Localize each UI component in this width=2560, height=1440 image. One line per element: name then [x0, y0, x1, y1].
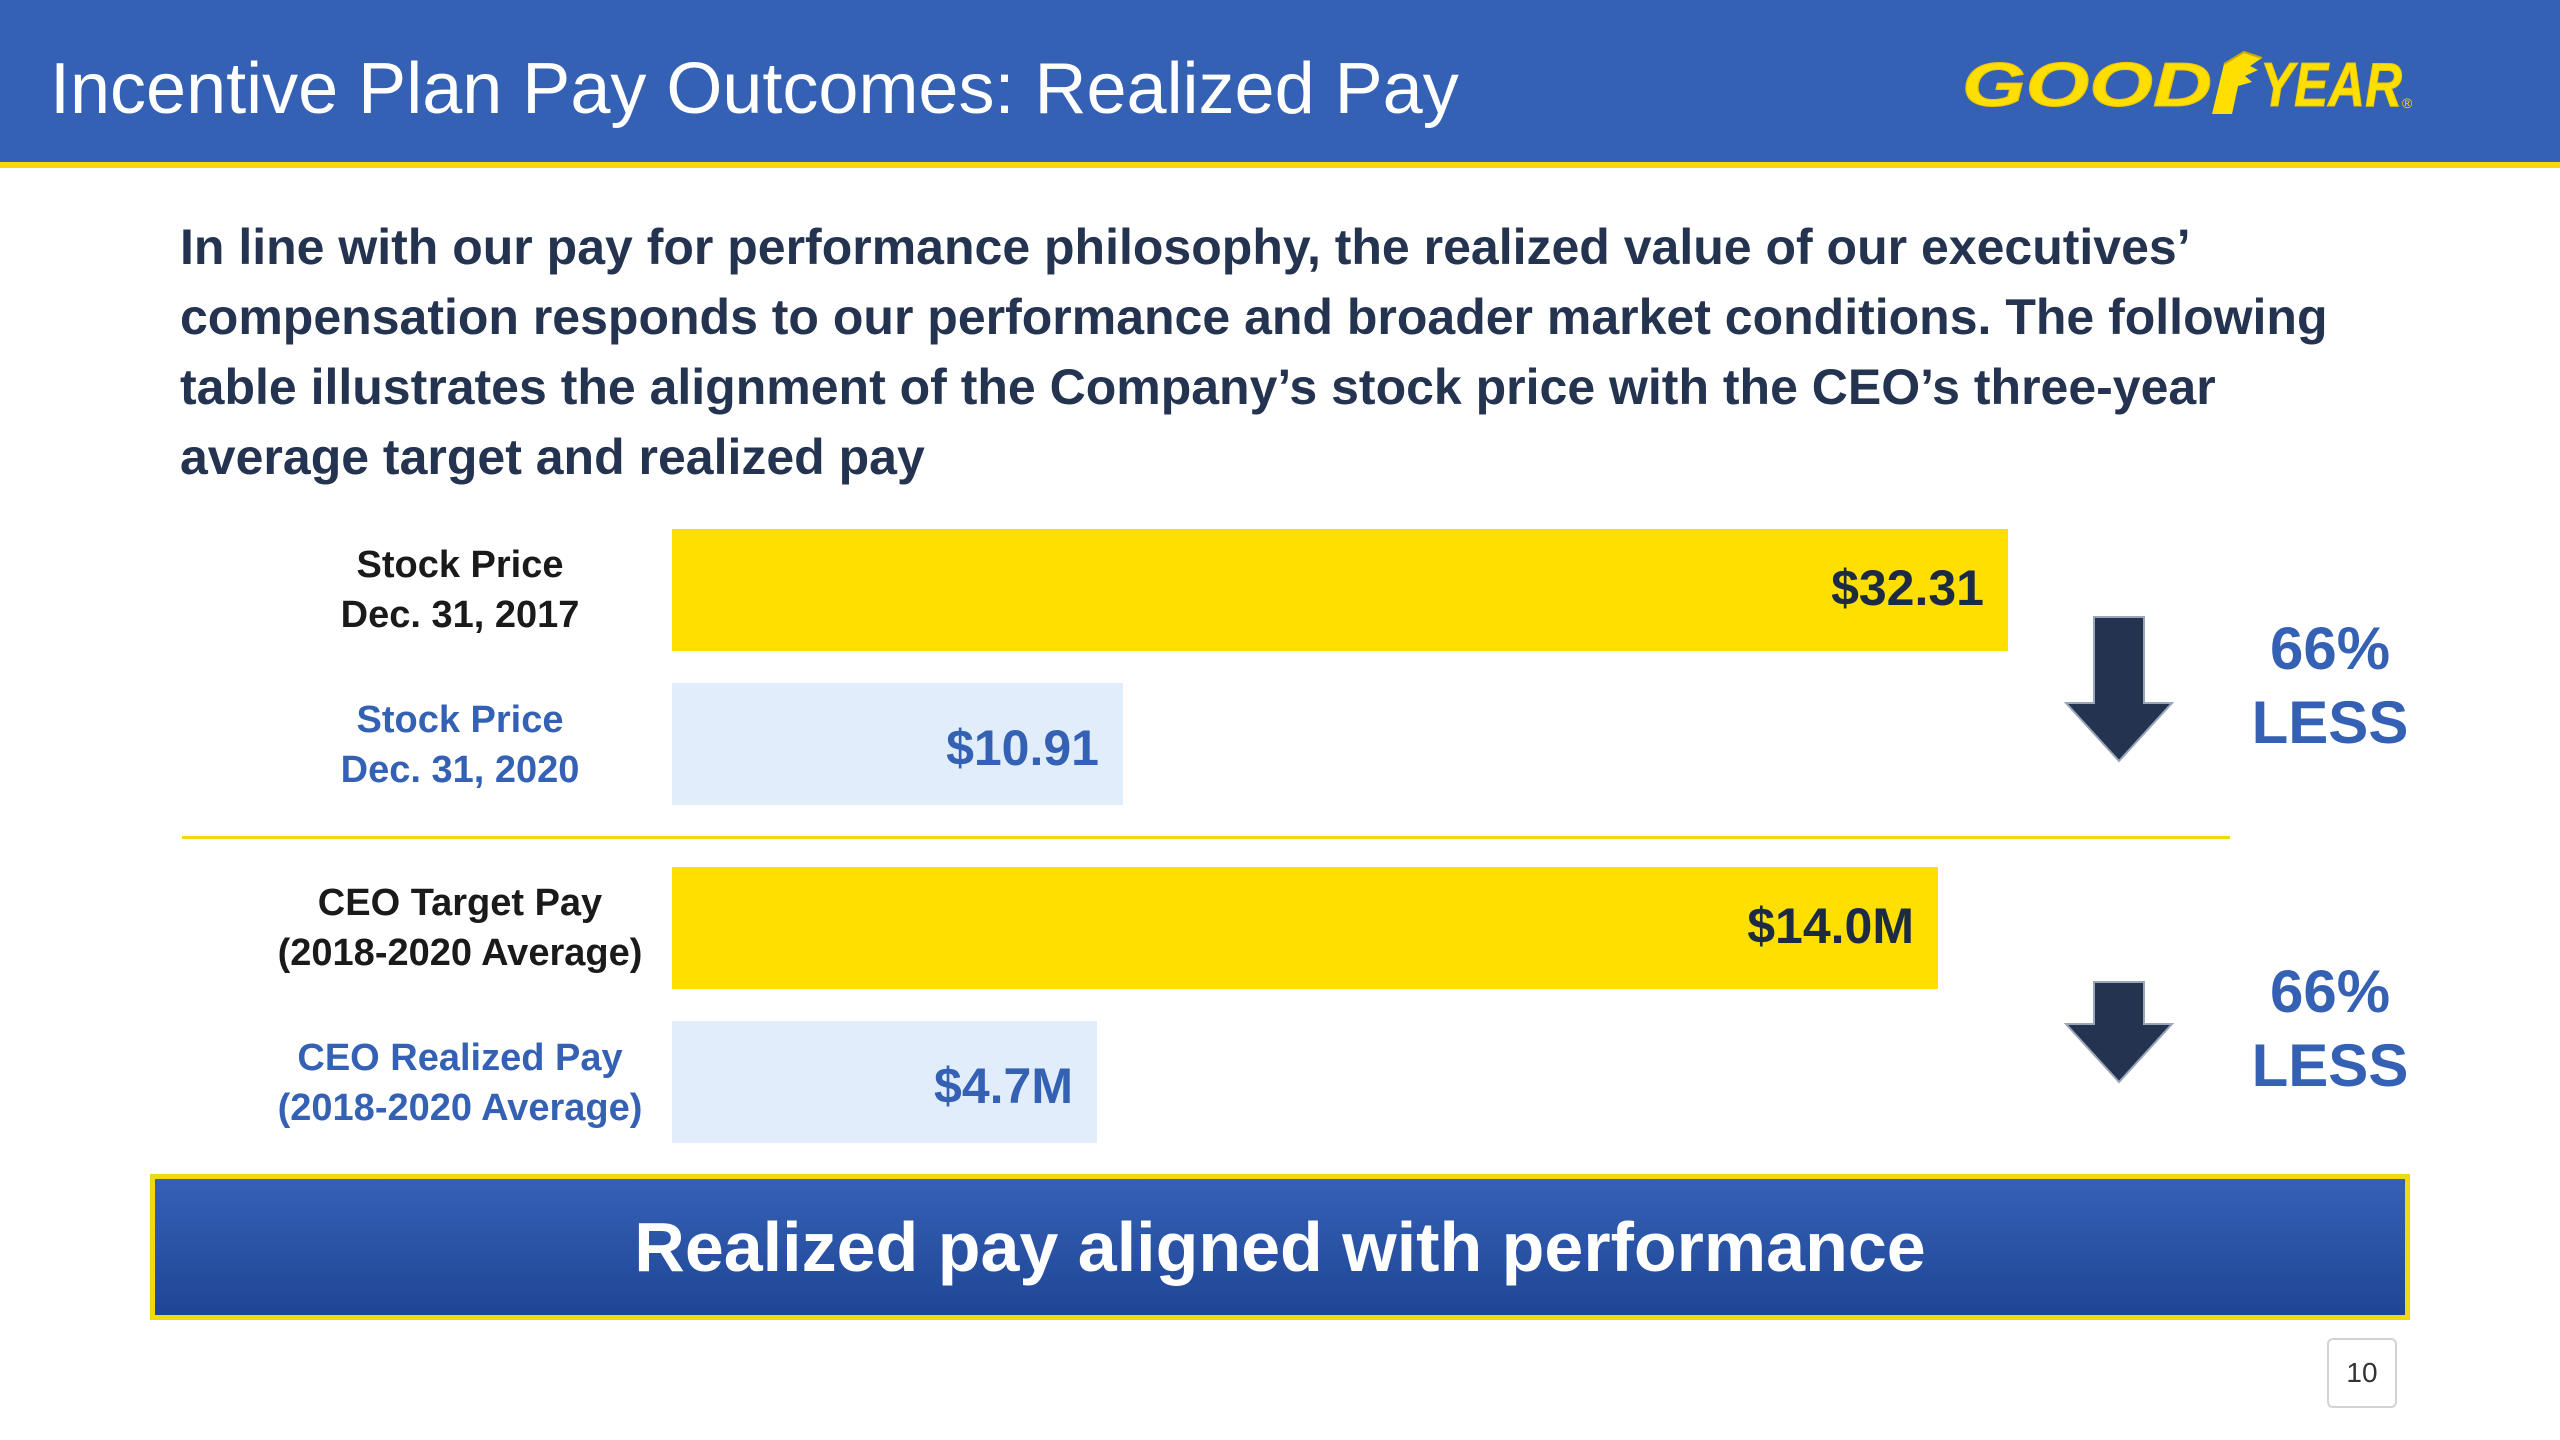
goodyear-logo: GOOD YEAR ® — [1962, 50, 2412, 121]
data-label: $14.0M — [1747, 898, 1914, 954]
category-label-line: (2018-2020 Average) — [277, 1087, 643, 1129]
category-label: Stock Price Dec. 31, 2020 — [240, 695, 680, 795]
category-label-line: (2018-2020 Average) — [277, 932, 643, 974]
category-label-line: Dec. 31, 2020 — [340, 749, 580, 791]
conclusion-banner: Realized pay aligned with performance — [150, 1174, 2410, 1320]
bar-ceo-target-pay — [672, 867, 1938, 989]
percent-word: LESS — [2251, 1032, 2409, 1099]
category-label-line: Stock Price — [356, 699, 564, 741]
data-label: $32.31 — [1831, 560, 1984, 616]
banner-text: Realized pay aligned with performance — [634, 1208, 1926, 1286]
wingfoot-icon — [2212, 50, 2263, 114]
category-label-line: Dec. 31, 2017 — [340, 594, 580, 636]
category-label: Stock Price Dec. 31, 2017 — [240, 540, 680, 640]
percent-value: 66% — [2269, 615, 2391, 682]
page-number: 10 — [2327, 1338, 2397, 1408]
category-label-line: CEO Realized Pay — [297, 1037, 623, 1079]
percent-change-label: 66% LESS — [2205, 612, 2455, 760]
section-divider — [182, 836, 2230, 839]
bar-stock-price-2017 — [672, 529, 2008, 651]
intro-paragraph: In line with our pay for performance phi… — [180, 219, 2328, 485]
bar-ceo-realized-pay — [672, 1021, 1097, 1143]
data-label: $10.91 — [946, 720, 1099, 776]
bar-stock-price-2020 — [672, 683, 1123, 805]
header-bar: Incentive Plan Pay Outcomes: Realized Pa… — [0, 0, 2560, 168]
percent-change-label: 66% LESS — [2205, 955, 2455, 1103]
registered-mark: ® — [2402, 95, 2412, 111]
down-arrow-icon — [2063, 981, 2175, 1084]
percent-value: 66% — [2269, 958, 2391, 1025]
logo-text-year: YEAR — [2260, 51, 2402, 120]
percent-word: LESS — [2251, 689, 2409, 756]
page-title: Incentive Plan Pay Outcomes: Realized Pa… — [50, 49, 1459, 129]
down-arrow-icon — [2063, 616, 2175, 763]
category-label: CEO Target Pay (2018-2020 Average) — [240, 878, 680, 978]
category-label: CEO Realized Pay (2018-2020 Average) — [240, 1033, 680, 1133]
data-label: $4.7M — [934, 1058, 1073, 1114]
category-label-line: Stock Price — [356, 544, 564, 586]
logo-text-good: GOOD — [1962, 51, 2212, 120]
category-label-line: CEO Target Pay — [317, 882, 603, 924]
